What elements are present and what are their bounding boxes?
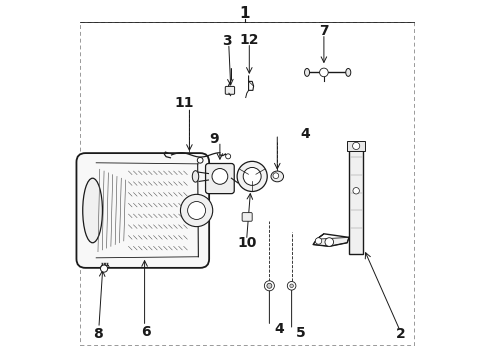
Circle shape bbox=[353, 142, 360, 149]
Circle shape bbox=[188, 202, 205, 220]
Circle shape bbox=[100, 265, 108, 272]
FancyBboxPatch shape bbox=[76, 153, 209, 268]
Text: 9: 9 bbox=[210, 132, 220, 146]
Circle shape bbox=[325, 238, 334, 246]
Circle shape bbox=[225, 154, 231, 159]
Circle shape bbox=[353, 188, 359, 194]
Circle shape bbox=[197, 157, 203, 163]
Ellipse shape bbox=[304, 68, 310, 76]
Ellipse shape bbox=[83, 178, 102, 243]
Text: 12: 12 bbox=[240, 33, 259, 47]
FancyBboxPatch shape bbox=[225, 86, 235, 94]
Circle shape bbox=[273, 173, 279, 179]
Text: 2: 2 bbox=[396, 327, 406, 341]
Polygon shape bbox=[313, 234, 349, 246]
Text: 4: 4 bbox=[274, 322, 284, 336]
Circle shape bbox=[212, 168, 228, 184]
Text: 4: 4 bbox=[300, 127, 310, 141]
FancyBboxPatch shape bbox=[242, 213, 252, 221]
Text: 11: 11 bbox=[174, 96, 194, 110]
Circle shape bbox=[319, 68, 328, 77]
Ellipse shape bbox=[192, 171, 199, 182]
Text: 10: 10 bbox=[237, 236, 256, 250]
Ellipse shape bbox=[346, 68, 351, 76]
Circle shape bbox=[290, 284, 294, 288]
Bar bbox=[347, 140, 365, 151]
Circle shape bbox=[243, 167, 261, 185]
Circle shape bbox=[180, 194, 213, 226]
FancyBboxPatch shape bbox=[205, 163, 234, 194]
Circle shape bbox=[265, 281, 274, 291]
Text: 3: 3 bbox=[222, 34, 232, 48]
Text: 5: 5 bbox=[295, 327, 305, 341]
Text: 1: 1 bbox=[240, 6, 250, 22]
Text: 8: 8 bbox=[93, 327, 103, 341]
Ellipse shape bbox=[271, 171, 284, 182]
Circle shape bbox=[237, 161, 267, 192]
Bar bbox=[349, 142, 364, 253]
Text: 7: 7 bbox=[319, 24, 329, 38]
Circle shape bbox=[267, 283, 272, 288]
Circle shape bbox=[315, 238, 322, 244]
Text: 6: 6 bbox=[142, 325, 151, 339]
Circle shape bbox=[287, 282, 296, 290]
